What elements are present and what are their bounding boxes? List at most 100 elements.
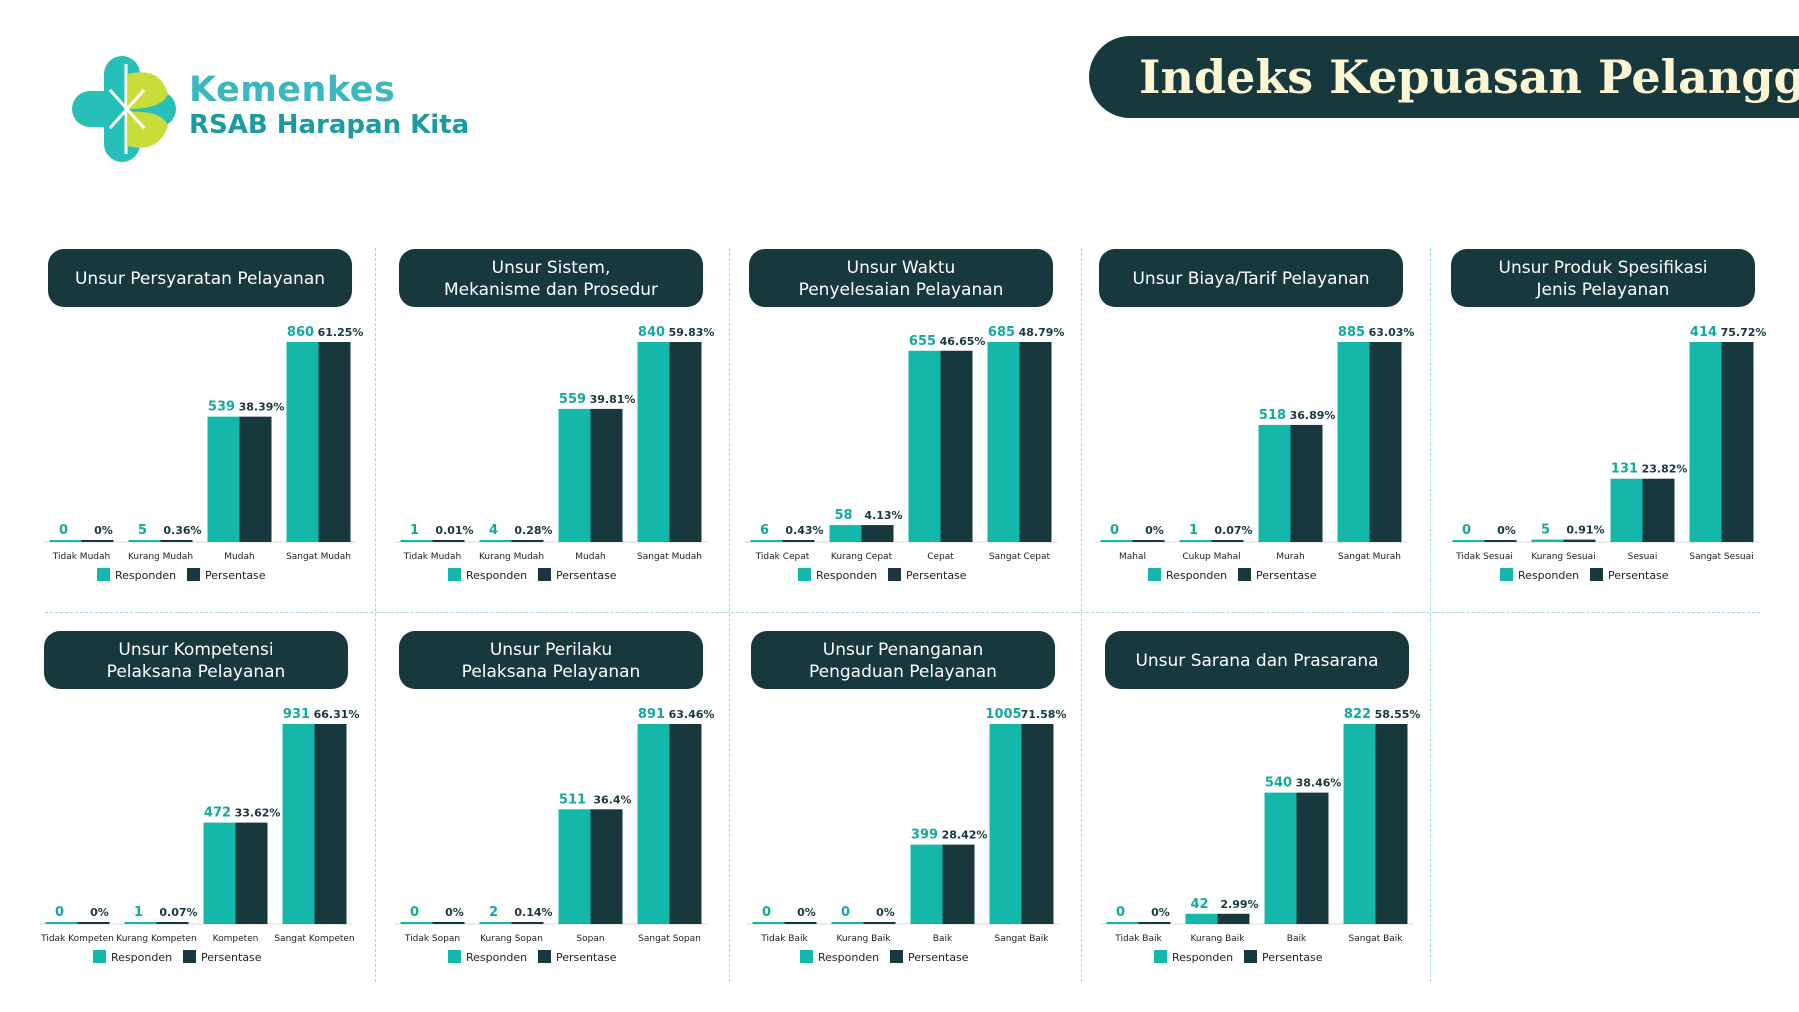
bar-responden [910, 844, 943, 924]
data-label-persentase: 0% [797, 906, 816, 919]
legend-label-persentase: Persentase [1256, 569, 1317, 582]
bar-responden [831, 922, 864, 924]
bar-persentase [511, 540, 544, 542]
panel-title-pill [749, 249, 1053, 307]
category-label: Sesuai [1628, 552, 1658, 562]
legend-swatch-persentase [1244, 950, 1257, 963]
data-label-responden: 6 [760, 523, 769, 538]
bar-persentase [1021, 724, 1054, 924]
legend-swatch-responden [798, 568, 811, 581]
data-label-responden: 1 [134, 905, 143, 920]
category-label: Kurang Baik [836, 934, 891, 944]
panel-title: Jenis Pelayanan [1536, 280, 1670, 300]
category-label: Kurang Sopan [480, 934, 543, 944]
category-label: Tidak Sesuai [1455, 552, 1513, 562]
category-label: Tidak Cepat [755, 552, 810, 562]
data-label-responden: 539 [208, 400, 235, 415]
panel-title: Unsur Kompetensi [118, 640, 273, 660]
category-label: Kurang Mudah [128, 552, 193, 562]
legend-label-persentase: Persentase [1608, 569, 1669, 582]
data-label-persentase: 0% [1145, 524, 1164, 537]
bar-responden [1343, 724, 1376, 924]
category-label: Tidak Baik [760, 934, 808, 944]
data-label-persentase: 39.81% [590, 393, 636, 406]
category-label: Kompeten [213, 934, 259, 944]
divider-vertical [1081, 248, 1082, 982]
bar-responden [124, 922, 157, 924]
category-label: Tidak Sopan [404, 934, 460, 944]
data-label-responden: 0 [1462, 523, 1471, 538]
data-label-persentase: 23.82% [1642, 463, 1688, 476]
category-label: Sangat Baik [995, 934, 1050, 944]
bar-responden [989, 724, 1022, 924]
data-label-responden: 685 [988, 325, 1015, 340]
panel-title: Pengaduan Pelayanan [809, 662, 997, 682]
legend-label-persentase: Persentase [201, 951, 262, 964]
data-label-responden: 0 [410, 905, 419, 920]
bar-persentase [1019, 342, 1052, 542]
bar-responden [829, 525, 862, 542]
legend-label-responden: Responden [111, 951, 172, 964]
bar-responden [558, 809, 591, 924]
bar-responden [207, 416, 240, 542]
data-label-responden: 131 [1611, 462, 1638, 477]
bar-responden [282, 724, 315, 924]
data-label-persentase: 28.42% [942, 829, 988, 842]
bar-persentase [239, 416, 272, 542]
bar-responden [908, 350, 941, 542]
data-label-persentase: 0% [94, 524, 113, 537]
category-label: Kurang Cepat [831, 552, 893, 562]
legend-label-persentase: Persentase [1262, 951, 1323, 964]
panel-title: Penyelesaian Pelayanan [799, 280, 1004, 300]
page-title: Indeks Kepuasan Pelanggan [1089, 36, 1799, 118]
data-label-responden: 5 [1541, 523, 1550, 538]
data-label-responden: 0 [762, 905, 771, 920]
category-label: Sangat Kompeten [274, 934, 354, 944]
data-label-responden: 860 [287, 325, 314, 340]
data-label-responden: 414 [1690, 325, 1717, 340]
category-label: Kurang Sesuai [1531, 552, 1595, 562]
bar-responden [1610, 478, 1643, 542]
category-label: Kurang Mudah [479, 552, 544, 562]
brand-subtitle: RSAB Harapan Kita [189, 110, 470, 140]
legend-label-persentase: Persentase [556, 569, 617, 582]
bar-persentase [1563, 539, 1596, 542]
data-label-responden: 2 [489, 905, 498, 920]
data-label-responden: 822 [1344, 707, 1371, 722]
legend-swatch-persentase [1590, 568, 1603, 581]
category-label: Cukup Mahal [1182, 552, 1240, 562]
legend-label-responden: Responden [816, 569, 877, 582]
bar-responden [1337, 342, 1370, 542]
bar-persentase [1369, 342, 1402, 542]
bar-persentase [1296, 792, 1329, 924]
bar-responden [1689, 342, 1722, 542]
bar-persentase [314, 724, 347, 924]
bar-responden [1264, 792, 1297, 924]
data-label-persentase: 66.31% [314, 708, 360, 721]
bar-responden [1452, 540, 1485, 542]
bar-responden [45, 922, 78, 924]
bar-responden [637, 724, 670, 924]
bar-responden [479, 922, 512, 924]
data-label-responden: 4 [489, 523, 498, 538]
bar-persentase [432, 540, 465, 542]
bar-persentase [863, 922, 896, 924]
legend-label-persentase: Persentase [906, 569, 967, 582]
legend-swatch-persentase [538, 568, 551, 581]
panel-title: Unsur Sistem, [492, 258, 611, 278]
category-label: Sopan [576, 934, 604, 944]
legend-label-responden: Responden [1166, 569, 1227, 582]
bar-responden [400, 922, 433, 924]
divider-horizontal [45, 612, 1760, 613]
panel-title: Unsur Sarana dan Prasarana [1135, 651, 1378, 671]
legend-label-responden: Responden [466, 569, 527, 582]
bar-persentase [1375, 724, 1408, 924]
category-label: Sangat Cepat [989, 552, 1051, 562]
panel-title-pill [1099, 249, 1403, 307]
legend-swatch-persentase [187, 568, 200, 581]
bar-responden [479, 540, 512, 542]
data-label-responden: 540 [1265, 776, 1292, 791]
legend-swatch-responden [1148, 568, 1161, 581]
data-label-responden: 891 [638, 707, 665, 722]
kemenkes-logo [72, 56, 176, 162]
